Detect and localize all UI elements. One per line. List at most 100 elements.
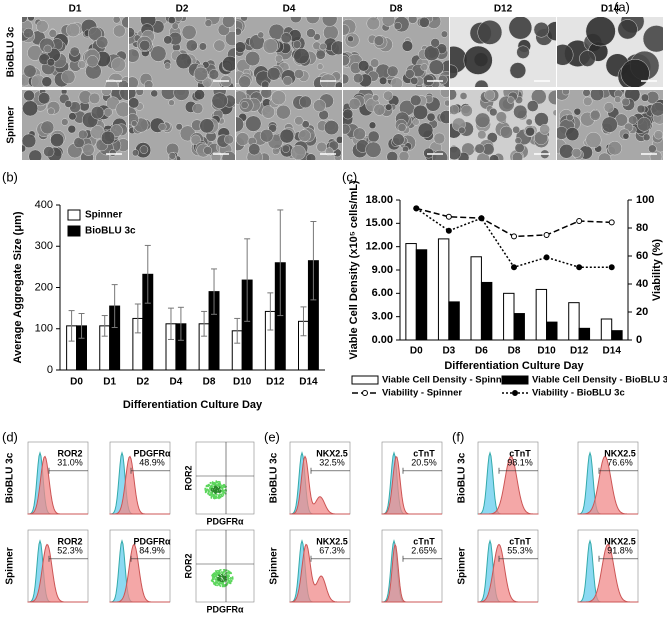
aggregate — [88, 92, 101, 105]
x-tick-label: D8 — [203, 377, 216, 388]
aggregate — [22, 133, 37, 149]
aggregate — [171, 22, 179, 30]
x-axis-label: Differentiation Culture Day — [444, 360, 584, 372]
aggregate — [323, 120, 340, 136]
event — [205, 489, 208, 492]
event — [225, 574, 228, 577]
sample-histogram — [577, 455, 638, 515]
aggregate — [460, 104, 473, 117]
event — [226, 581, 229, 584]
event — [217, 574, 220, 577]
aggregate — [175, 123, 183, 131]
event — [220, 575, 222, 578]
aggregate — [571, 147, 582, 158]
aggregate — [245, 51, 261, 67]
aggregate — [410, 76, 419, 85]
aggregate — [236, 27, 242, 36]
aggregate — [294, 116, 304, 126]
x-tick-label: D12 — [266, 377, 285, 388]
sample-histogram — [289, 543, 350, 603]
aggregate — [367, 130, 380, 143]
event — [229, 572, 232, 574]
row-label: Spinner — [457, 547, 468, 584]
sample-histogram — [578, 543, 638, 603]
aggregate — [420, 63, 429, 71]
aggregate — [129, 27, 135, 38]
scatter-frame — [195, 441, 255, 515]
aggregate — [431, 149, 449, 160]
aggregate — [512, 125, 521, 134]
aggregate — [259, 128, 274, 143]
event — [213, 487, 216, 490]
aggregate — [622, 132, 630, 140]
event — [207, 492, 210, 495]
aggregate — [23, 90, 35, 102]
line-marker — [576, 218, 583, 224]
marker-label: NKX2.5 — [316, 449, 348, 459]
legend-label: Viable Cell Density - Spinner — [382, 375, 511, 386]
event — [227, 580, 229, 582]
aggregate — [131, 149, 139, 157]
event — [215, 573, 217, 576]
row-label: BioBLU 3c — [6, 26, 17, 77]
sample-histogram — [27, 543, 88, 603]
y2-tick-label: 100 — [636, 194, 654, 206]
aggregate — [202, 77, 213, 87]
event — [211, 574, 214, 577]
aggregate — [222, 17, 235, 28]
event — [217, 578, 219, 581]
aggregate — [405, 69, 415, 79]
aggregate — [190, 134, 201, 145]
marker-label: cTnT — [413, 537, 435, 547]
aggregate — [118, 79, 128, 87]
event — [223, 580, 226, 583]
aggregate — [589, 110, 601, 121]
aggregate — [96, 36, 109, 49]
aggregate — [22, 100, 39, 117]
bar — [513, 313, 525, 341]
micrograph — [343, 17, 449, 87]
aggregate — [199, 118, 215, 134]
event — [211, 576, 214, 579]
aggregate — [343, 55, 350, 66]
aggregate — [530, 90, 547, 105]
aggregate — [203, 146, 213, 155]
x-tick-label: D8 — [508, 346, 521, 357]
aggregate — [365, 141, 382, 158]
aggregate — [68, 112, 77, 121]
aggregate — [401, 40, 414, 52]
event — [218, 488, 221, 490]
event — [216, 486, 219, 489]
aggregate — [90, 105, 105, 120]
aggregate — [87, 26, 102, 41]
y-tick-label: 6.00 — [372, 287, 393, 299]
aggregate — [579, 50, 596, 67]
aggregate — [257, 31, 265, 39]
bar — [448, 301, 460, 341]
event — [220, 573, 223, 576]
event — [221, 585, 224, 588]
aggregate — [181, 24, 197, 40]
aggregate — [335, 81, 342, 87]
aggregate — [343, 108, 354, 120]
event — [219, 482, 222, 485]
aggregate — [213, 39, 226, 52]
aggregate — [433, 132, 446, 145]
aggregate — [547, 90, 556, 106]
aggregate — [607, 141, 622, 156]
event — [227, 577, 230, 579]
aggregate — [412, 118, 420, 126]
aggregate — [27, 17, 35, 22]
aggregate — [315, 49, 326, 60]
event — [210, 491, 212, 494]
column-label: D2 — [176, 4, 189, 15]
aggregate — [372, 94, 380, 102]
aggregate — [335, 135, 342, 144]
event — [222, 577, 225, 580]
aggregate — [245, 115, 262, 132]
aggregate — [144, 80, 154, 87]
aggregate — [450, 90, 457, 101]
aggregate — [387, 65, 399, 77]
y2-axis-label: Viability (%) — [651, 239, 663, 301]
aggregate — [112, 24, 126, 38]
